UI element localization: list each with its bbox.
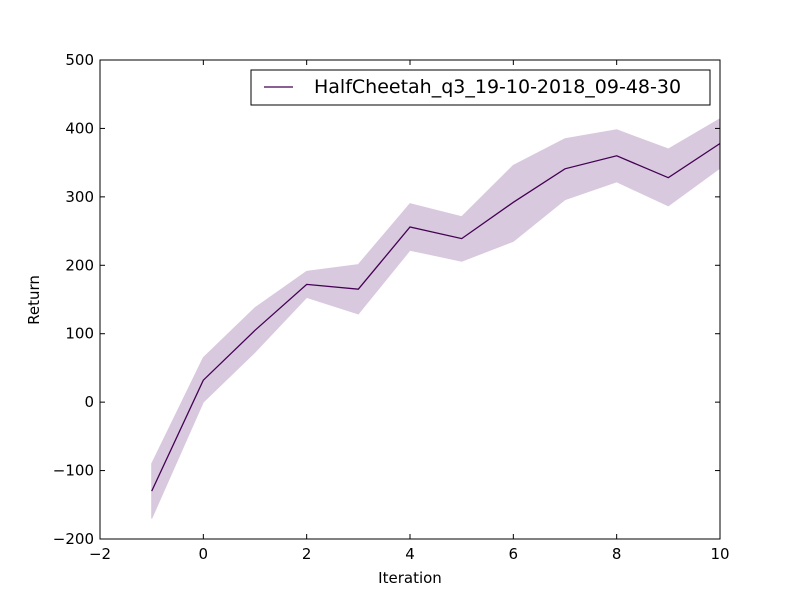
x-tick-label: 8 [612, 545, 622, 563]
series-line [151, 142, 721, 492]
x-tick-label: −2 [89, 545, 111, 563]
x-tick-label: 0 [199, 545, 209, 563]
y-tick-label: 400 [65, 119, 94, 137]
x-tick-label: 6 [509, 545, 519, 563]
y-tick-label: −200 [53, 530, 94, 548]
y-tick-label: 200 [65, 256, 94, 274]
x-tick-label: 4 [405, 545, 415, 563]
legend-label: HalfCheetah_q3_19-10-2018_09-48-30 [314, 76, 681, 98]
tick-marks [99, 59, 721, 540]
x-tick-label: 2 [302, 545, 312, 563]
y-tick-label: 100 [65, 325, 94, 343]
legend: HalfCheetah_q3_19-10-2018_09-48-30 [250, 69, 711, 106]
x-tick-label: 10 [710, 545, 729, 563]
x-tick-labels: −2 0 2 4 6 8 10 [89, 545, 730, 563]
confidence-band [151, 117, 721, 519]
series-line-layer [151, 142, 721, 492]
x-axis-label: Iteration [378, 569, 442, 587]
y-tick-label: 300 [65, 188, 94, 206]
y-tick-label: −100 [53, 462, 94, 480]
legend-box [250, 69, 711, 106]
confidence-band-layer [151, 117, 721, 519]
y-tick-labels: −200 −100 0 100 200 300 400 500 [53, 51, 94, 548]
y-tick-label: 500 [65, 51, 94, 69]
y-tick-label: 0 [84, 393, 94, 411]
y-axis-label: Return [25, 275, 43, 325]
plot-frame [99, 59, 721, 540]
